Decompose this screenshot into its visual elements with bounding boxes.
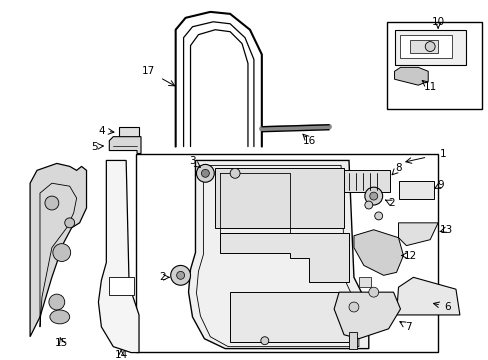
Bar bbox=[400, 35, 451, 58]
Polygon shape bbox=[398, 223, 437, 246]
Text: 2: 2 bbox=[387, 198, 394, 208]
Text: 16: 16 bbox=[302, 136, 315, 146]
Bar bbox=[344, 170, 389, 192]
Circle shape bbox=[374, 212, 382, 220]
Circle shape bbox=[364, 201, 372, 209]
Text: 4: 4 bbox=[98, 126, 104, 136]
Text: 9: 9 bbox=[437, 180, 444, 190]
Bar bbox=[409, 40, 437, 54]
Text: 15: 15 bbox=[55, 338, 68, 348]
Text: 8: 8 bbox=[394, 163, 401, 174]
Polygon shape bbox=[333, 292, 400, 339]
Polygon shape bbox=[220, 233, 348, 282]
Text: 12: 12 bbox=[403, 251, 416, 261]
Text: 7: 7 bbox=[404, 322, 411, 332]
Circle shape bbox=[201, 169, 209, 177]
Circle shape bbox=[348, 302, 358, 312]
Text: 3: 3 bbox=[189, 157, 195, 166]
Text: 1: 1 bbox=[439, 149, 446, 158]
Polygon shape bbox=[396, 277, 459, 315]
Bar bbox=[358, 277, 370, 287]
Bar bbox=[386, 22, 481, 109]
Bar bbox=[230, 292, 348, 342]
Circle shape bbox=[369, 192, 377, 200]
Circle shape bbox=[368, 287, 378, 297]
Polygon shape bbox=[348, 332, 356, 348]
Polygon shape bbox=[109, 137, 141, 153]
Bar bbox=[119, 127, 139, 139]
Bar bbox=[109, 277, 134, 295]
Polygon shape bbox=[30, 163, 86, 337]
Bar bbox=[398, 181, 433, 199]
Circle shape bbox=[64, 218, 75, 228]
Bar bbox=[394, 30, 465, 66]
Bar bbox=[215, 168, 344, 228]
Polygon shape bbox=[394, 67, 427, 85]
Text: 14: 14 bbox=[114, 350, 127, 360]
Text: 10: 10 bbox=[431, 17, 444, 27]
Bar bbox=[136, 153, 437, 352]
Circle shape bbox=[176, 271, 184, 279]
Polygon shape bbox=[188, 161, 368, 348]
Text: 13: 13 bbox=[439, 225, 452, 235]
Circle shape bbox=[196, 165, 214, 182]
Text: 5: 5 bbox=[91, 141, 98, 152]
Text: 2: 2 bbox=[159, 272, 166, 282]
Circle shape bbox=[53, 244, 71, 261]
Circle shape bbox=[49, 294, 64, 310]
Circle shape bbox=[45, 196, 59, 210]
Circle shape bbox=[260, 337, 268, 345]
Text: 11: 11 bbox=[423, 82, 436, 92]
Text: 17: 17 bbox=[142, 66, 155, 76]
Text: 6: 6 bbox=[444, 302, 450, 312]
Circle shape bbox=[230, 168, 240, 178]
Circle shape bbox=[425, 42, 434, 51]
Ellipse shape bbox=[50, 310, 70, 324]
Circle shape bbox=[364, 187, 382, 205]
Polygon shape bbox=[98, 161, 139, 352]
Circle shape bbox=[170, 265, 190, 285]
Polygon shape bbox=[353, 230, 403, 275]
